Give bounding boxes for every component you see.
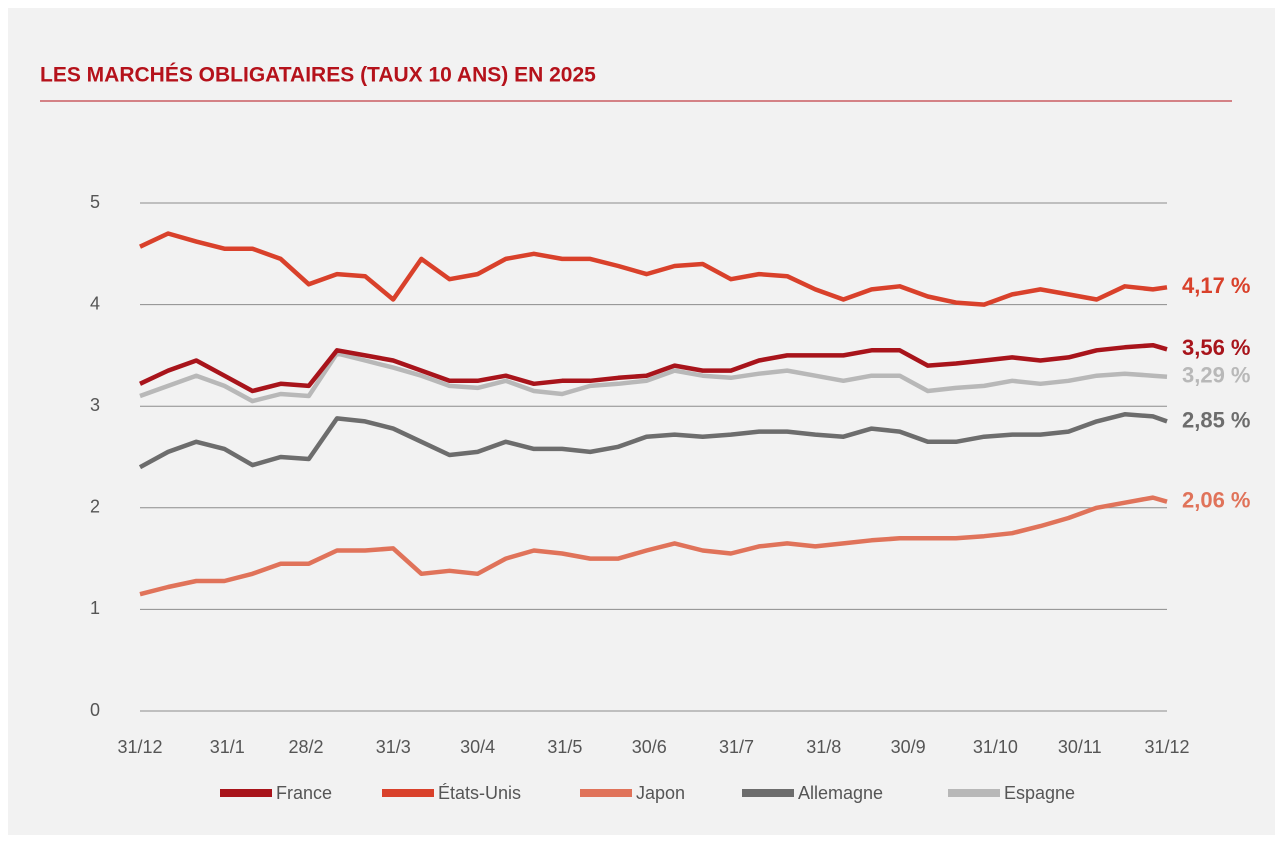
x-tick-label: 31/10	[973, 737, 1018, 757]
end-label: 2,06 %	[1182, 488, 1251, 513]
x-tick-label: 30/4	[460, 737, 495, 757]
legend-label: Espagne	[1004, 783, 1075, 803]
x-tick-label: 31/12	[1144, 737, 1189, 757]
x-tick-label: 31/12	[117, 737, 162, 757]
x-tick-label: 31/1	[210, 737, 245, 757]
end-label: 2,85 %	[1182, 407, 1251, 432]
y-tick-label: 4	[90, 293, 100, 313]
x-tick-label: 31/7	[719, 737, 754, 757]
y-tick-label: 3	[90, 395, 100, 415]
legend-label: États-Unis	[438, 783, 521, 803]
series-line	[139, 351, 1168, 404]
legend-label: Allemagne	[798, 783, 883, 803]
series-line	[139, 495, 1168, 597]
series-line	[139, 231, 1168, 307]
x-tick-label: 31/8	[806, 737, 841, 757]
end-label: 3,56 %	[1182, 335, 1251, 360]
y-tick-label: 1	[90, 598, 100, 618]
x-tick-label: 30/6	[632, 737, 667, 757]
x-tick-label: 31/5	[547, 737, 582, 757]
series-line	[138, 412, 1168, 470]
legend-swatch	[580, 789, 632, 797]
legend-label: Japon	[636, 783, 685, 803]
x-tick-label: 30/9	[891, 737, 926, 757]
x-tick-label: 31/3	[376, 737, 411, 757]
legend-swatch	[220, 789, 272, 797]
y-tick-label: 2	[90, 497, 100, 517]
y-tick-label: 5	[90, 192, 100, 212]
legend-swatch	[742, 789, 794, 797]
x-tick-label: 28/2	[288, 737, 323, 757]
panel	[8, 8, 1275, 835]
y-tick-label: 0	[90, 700, 100, 720]
end-label: 4,17 %	[1182, 273, 1251, 298]
x-tick-label: 30/11	[1058, 737, 1102, 757]
legend-swatch	[382, 789, 434, 797]
legend-swatch	[948, 789, 1000, 797]
series-line	[139, 342, 1168, 394]
legend-label: France	[276, 783, 332, 803]
chart-title: LES MARCHÉS OBLIGATAIRES (TAUX 10 ANS) E…	[40, 64, 596, 87]
end-label: 3,29 %	[1182, 363, 1251, 388]
